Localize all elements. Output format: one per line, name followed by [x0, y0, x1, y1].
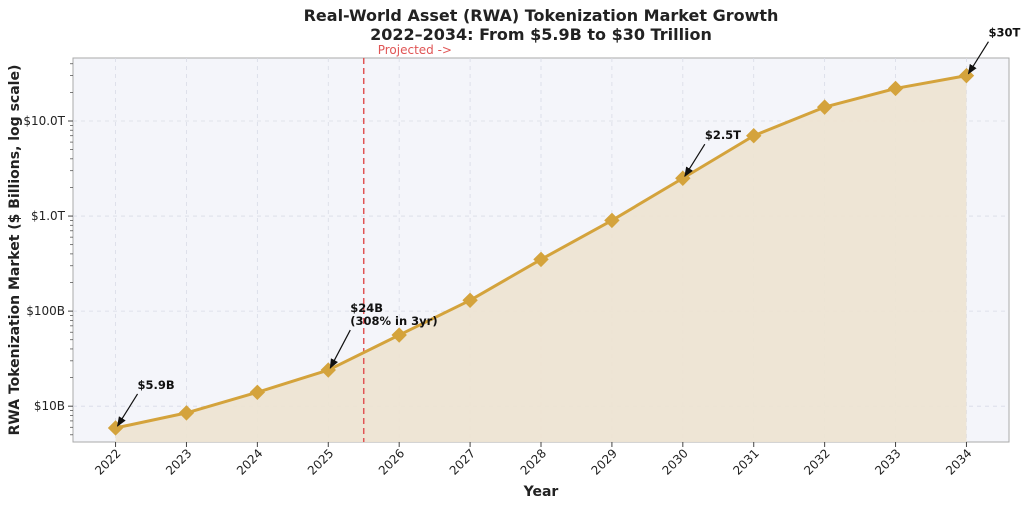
x-tick-label: 2026	[376, 446, 407, 477]
chart-title-line1: Real-World Asset (RWA) Tokenization Mark…	[304, 6, 779, 25]
x-tick-label: 2023	[163, 446, 194, 477]
projection-label: Projected ->	[378, 43, 452, 57]
annotation: $24B(308% in 3yr)	[329, 301, 438, 369]
annotation-label: $5.9B	[138, 378, 175, 392]
x-tick-label: 2032	[801, 446, 832, 477]
annotation-label: $30T	[988, 26, 1020, 40]
x-tick-label: 2024	[234, 446, 265, 477]
x-tick-label: 2028	[518, 446, 549, 477]
x-tick-label: 2027	[447, 446, 478, 477]
annotation-label: $2.5T	[705, 128, 741, 142]
data-point	[462, 292, 478, 309]
y-tick-label: $10B	[34, 399, 65, 413]
annotation-arrow	[684, 143, 706, 178]
area-fill-layer	[115, 75, 967, 442]
x-tick-label: 2031	[730, 446, 761, 477]
data-point	[533, 251, 549, 268]
x-tick-label: 2025	[305, 446, 336, 477]
series-layer	[107, 67, 975, 436]
annotation-arrow	[967, 41, 989, 75]
data-point	[178, 405, 195, 421]
x-tick-label: 2034	[943, 446, 974, 477]
x-tick-label: 2022	[92, 446, 123, 477]
y-tick-label: $10.0T	[23, 114, 65, 128]
y-axis-label: RWA Tokenization Market ($ Billions, log…	[7, 65, 23, 436]
annotation-label: (308% in 3yr)	[350, 314, 437, 328]
y-tick-label: $100B	[26, 304, 65, 318]
series-area	[115, 75, 967, 442]
y-tick-label: $1.0T	[31, 209, 66, 223]
data-point	[746, 128, 762, 144]
data-point	[604, 212, 620, 229]
annotation-arrow	[117, 393, 139, 427]
chart-title-line2: 2022–2034: From $5.9B to $30 Trillion	[370, 25, 712, 44]
data-point	[249, 384, 266, 401]
data-point	[887, 80, 904, 97]
x-tick-label: 2029	[589, 446, 620, 477]
y-axis: $10B $100B $1.0T $10.0T	[23, 63, 73, 436]
data-point	[391, 327, 407, 343]
x-axis: 2022 2023 2024 2025 2026 2027 2028 2029 2030 2031…	[92, 442, 975, 478]
annotation: $30T	[967, 26, 1020, 75]
annotation-label: $24B	[350, 301, 383, 315]
annotation: $2.5T	[684, 128, 741, 178]
annotation-arrow	[329, 329, 351, 369]
annotation: $5.9B	[117, 378, 175, 427]
x-tick-label: 2030	[659, 446, 690, 477]
x-tick-label: 2033	[872, 446, 903, 477]
x-axis-label: Year	[523, 484, 559, 500]
annotations: $5.9B $24B(308% in 3yr) $2.5T $30T	[117, 26, 1020, 427]
data-point	[816, 99, 833, 115]
